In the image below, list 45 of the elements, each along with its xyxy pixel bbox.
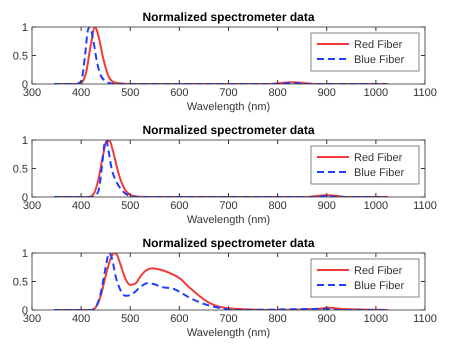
x-tick-label: 400 — [72, 87, 90, 99]
x-tick-label: 700 — [219, 313, 238, 325]
x-axis-title: Wavelength (nm) — [186, 327, 270, 339]
x-axis-title: Wavelength (nm) — [186, 214, 270, 226]
legend-label: Red Fiber — [354, 152, 403, 164]
x-tick-label: 600 — [170, 87, 189, 99]
x-tick-label: 800 — [268, 313, 287, 325]
x-tick-label: 600 — [170, 200, 189, 212]
x-tick-label: 1000 — [364, 200, 388, 212]
x-tick-label: 700 — [219, 87, 238, 99]
y-tick-label: 0.5 — [12, 276, 28, 288]
x-tick-label: 400 — [72, 200, 90, 212]
x-tick-label: 300 — [22, 200, 42, 212]
x-tick-label: 700 — [219, 200, 238, 212]
y-tick-label: 1 — [22, 248, 28, 260]
x-tick-label: 900 — [318, 87, 336, 99]
y-tick-label: 1 — [22, 22, 28, 34]
x-tick-label: 1100 — [413, 200, 437, 212]
chart-title: Normalized spectrometer data — [142, 123, 315, 137]
x-tick-label: 800 — [268, 87, 287, 99]
legend-label: Red Fiber — [354, 39, 403, 51]
x-tick-label: 300 — [22, 313, 42, 325]
legend-label: Blue Fiber — [354, 167, 404, 179]
x-tick-label: 500 — [121, 87, 140, 99]
x-tick-label: 500 — [121, 313, 140, 325]
x-axis-title: Wavelength (nm) — [186, 101, 270, 113]
y-tick-label: 0.5 — [12, 50, 28, 62]
x-tick-label: 1000 — [364, 87, 388, 99]
chart-title: Normalized spectrometer data — [142, 10, 315, 24]
legend-label: Red Fiber — [354, 265, 403, 277]
x-tick-label: 1100 — [413, 87, 437, 99]
legend-label: Blue Fiber — [354, 54, 404, 66]
x-tick-label: 600 — [170, 313, 189, 325]
x-tick-label: 400 — [72, 313, 90, 325]
x-tick-label: 300 — [22, 87, 42, 99]
x-tick-label: 800 — [268, 200, 287, 212]
x-tick-label: 500 — [121, 200, 140, 212]
y-tick-label: 0.5 — [12, 164, 28, 176]
x-tick-label: 1000 — [364, 313, 388, 325]
y-tick-label: 1 — [22, 135, 28, 147]
chart-title: Normalized spectrometer data — [142, 236, 315, 250]
x-tick-label: 900 — [318, 200, 336, 212]
x-tick-label: 1100 — [413, 313, 437, 325]
legend-label: Blue Fiber — [354, 280, 404, 292]
x-tick-label: 900 — [318, 313, 336, 325]
